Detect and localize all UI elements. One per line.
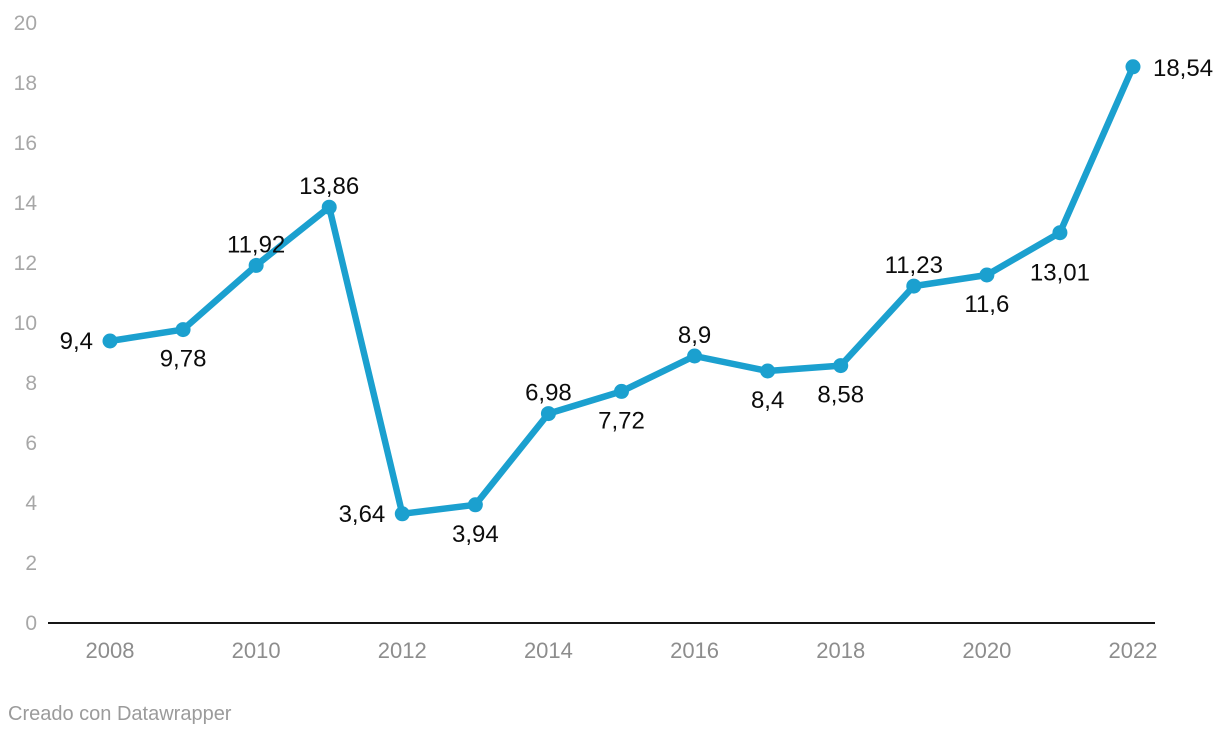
datawrapper-link[interactable]: Datawrapper [116, 703, 232, 725]
data-point-label: 7,72 [598, 407, 645, 434]
y-axis-label: 8 [25, 372, 37, 395]
data-point [979, 267, 995, 283]
data-point-label: 6,98 [525, 380, 572, 407]
data-point-label: 18,54 [1153, 55, 1213, 82]
data-point [321, 199, 337, 215]
data-point-label: 9,4 [60, 328, 93, 355]
data-point-label: 13,86 [299, 173, 359, 200]
y-axis-label: 6 [25, 432, 37, 455]
data-point [1052, 225, 1068, 241]
data-point [102, 333, 118, 349]
data-point-label: 8,4 [751, 387, 784, 414]
x-axis-label: 2010 [232, 638, 281, 663]
data-point [613, 383, 629, 399]
data-point [467, 497, 483, 513]
y-axis-label: 14 [14, 192, 38, 215]
data-point-label: 13,01 [1030, 260, 1090, 287]
y-axis-label: 20 [14, 12, 37, 35]
y-axis-label: 12 [14, 252, 37, 275]
footer-credit: Creado con Datawrapper [8, 703, 231, 726]
y-axis-label: 2 [25, 552, 37, 575]
data-point-label: 11,92 [227, 231, 285, 258]
data-point-label: 9,78 [160, 346, 207, 373]
data-point [760, 363, 776, 379]
y-axis-label: 18 [14, 72, 37, 95]
y-axis-label: 4 [25, 492, 37, 515]
data-point [175, 322, 191, 338]
data-point-label: 3,94 [452, 521, 499, 548]
line-chart: 0 2 4 6 8 10 12 14 16 18 20 2008 2010 2012 2014 2016 201… [14, 12, 1213, 663]
y-axis-label: 10 [14, 312, 37, 335]
x-axis-label: 2014 [524, 638, 573, 663]
x-axis-label: 2020 [962, 638, 1011, 663]
data-point-label: 8,58 [817, 382, 864, 409]
data-point [394, 506, 410, 522]
data-point-label: 3,64 [339, 501, 386, 528]
data-point [687, 348, 703, 364]
data-point-label: 8,9 [678, 322, 711, 349]
y-axis-label: 0 [25, 612, 37, 635]
data-point [1125, 59, 1141, 75]
x-axis-label: 2012 [378, 638, 427, 663]
x-axis-label: 2018 [816, 638, 865, 663]
data-point [906, 278, 922, 294]
data-point-label: 11,23 [885, 252, 943, 279]
x-axis-label: 2008 [86, 638, 135, 663]
footer-credit-prefix: Creado con [8, 703, 117, 725]
y-axis-label: 16 [14, 132, 37, 155]
data-point-label: 11,6 [964, 291, 1009, 318]
data-point [540, 406, 556, 422]
data-point [248, 257, 264, 273]
x-axis-label: 2016 [670, 638, 719, 663]
data-point [833, 358, 849, 374]
x-axis-label: 2022 [1109, 638, 1158, 663]
